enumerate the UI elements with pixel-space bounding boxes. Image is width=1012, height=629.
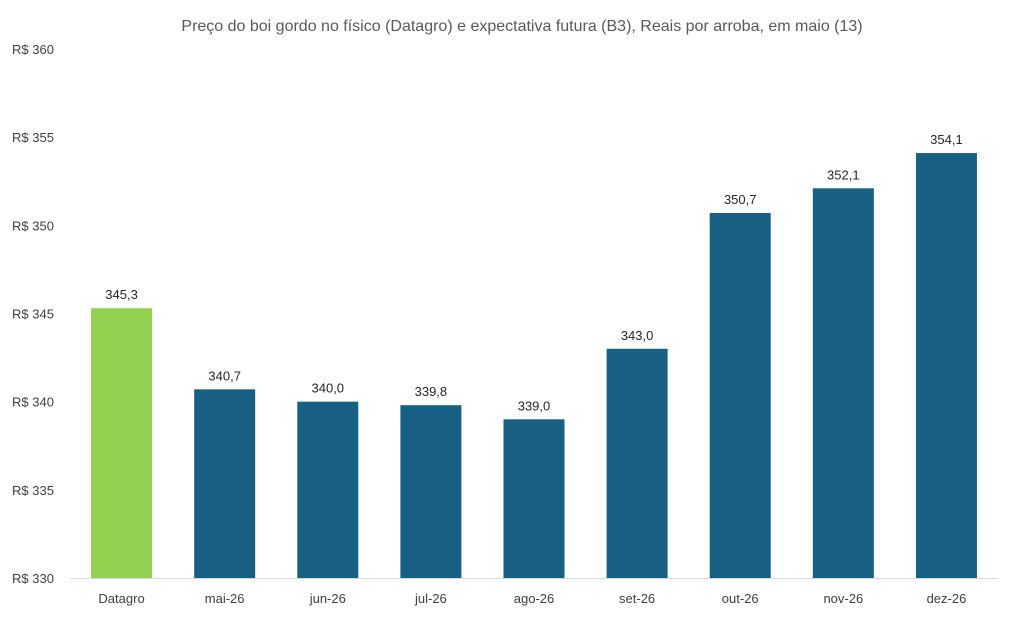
y-tick-label: R$ 350 bbox=[12, 218, 54, 233]
y-tick-label: R$ 340 bbox=[12, 395, 54, 410]
bar-set-26 bbox=[606, 348, 668, 578]
bars-group: 345,3 340,7 340,0 339,8 339,0 343,0 350,7 352,1… bbox=[91, 132, 977, 579]
bar-jun-26 bbox=[297, 401, 359, 578]
x-tick-label: Datagro bbox=[98, 591, 144, 606]
data-label: 350,7 bbox=[724, 192, 757, 207]
y-tick-label: R$ 345 bbox=[12, 307, 54, 322]
bar-mai-26 bbox=[194, 389, 256, 578]
data-label: 352,1 bbox=[827, 167, 860, 182]
data-label: 343,0 bbox=[621, 328, 654, 343]
data-label: 354,1 bbox=[930, 132, 963, 147]
x-tick-label: jul-26 bbox=[414, 591, 447, 606]
x-tick-label: ago-26 bbox=[514, 591, 554, 606]
x-tick-label: out-26 bbox=[722, 591, 759, 606]
x-tick-label: dez-26 bbox=[927, 591, 967, 606]
bar-dez-26 bbox=[915, 153, 977, 578]
x-tick-label: nov-26 bbox=[823, 591, 863, 606]
data-label: 340,7 bbox=[208, 368, 241, 383]
y-tick-label: R$ 335 bbox=[12, 483, 54, 498]
bar-ago-26 bbox=[503, 419, 565, 578]
y-tick-label: R$ 355 bbox=[12, 130, 54, 145]
y-tick-label: R$ 360 bbox=[12, 42, 54, 57]
data-label: 339,8 bbox=[415, 384, 448, 399]
x-axis: Datagro mai-26 jun-26 jul-26 ago-26 set-26 out… bbox=[70, 578, 998, 606]
bar-nov-26 bbox=[812, 188, 874, 578]
x-tick-label: set-26 bbox=[619, 591, 655, 606]
chart-title: Preço do boi gordo no físico (Datagro) e… bbox=[181, 18, 862, 35]
data-label: 340,0 bbox=[312, 381, 345, 396]
bar-jul-26 bbox=[400, 405, 462, 578]
y-tick-label: R$ 330 bbox=[12, 571, 54, 586]
data-label: 345,3 bbox=[105, 287, 138, 302]
y-axis: R$ 330 R$ 335 R$ 340 R$ 345 R$ 350 R$ 355 R$ 3… bbox=[12, 42, 54, 586]
x-tick-label: mai-26 bbox=[205, 591, 245, 606]
x-tick-label: jun-26 bbox=[309, 591, 346, 606]
bar-out-26 bbox=[709, 212, 771, 579]
bar-datagro bbox=[91, 308, 153, 578]
data-label: 339,0 bbox=[518, 398, 551, 413]
